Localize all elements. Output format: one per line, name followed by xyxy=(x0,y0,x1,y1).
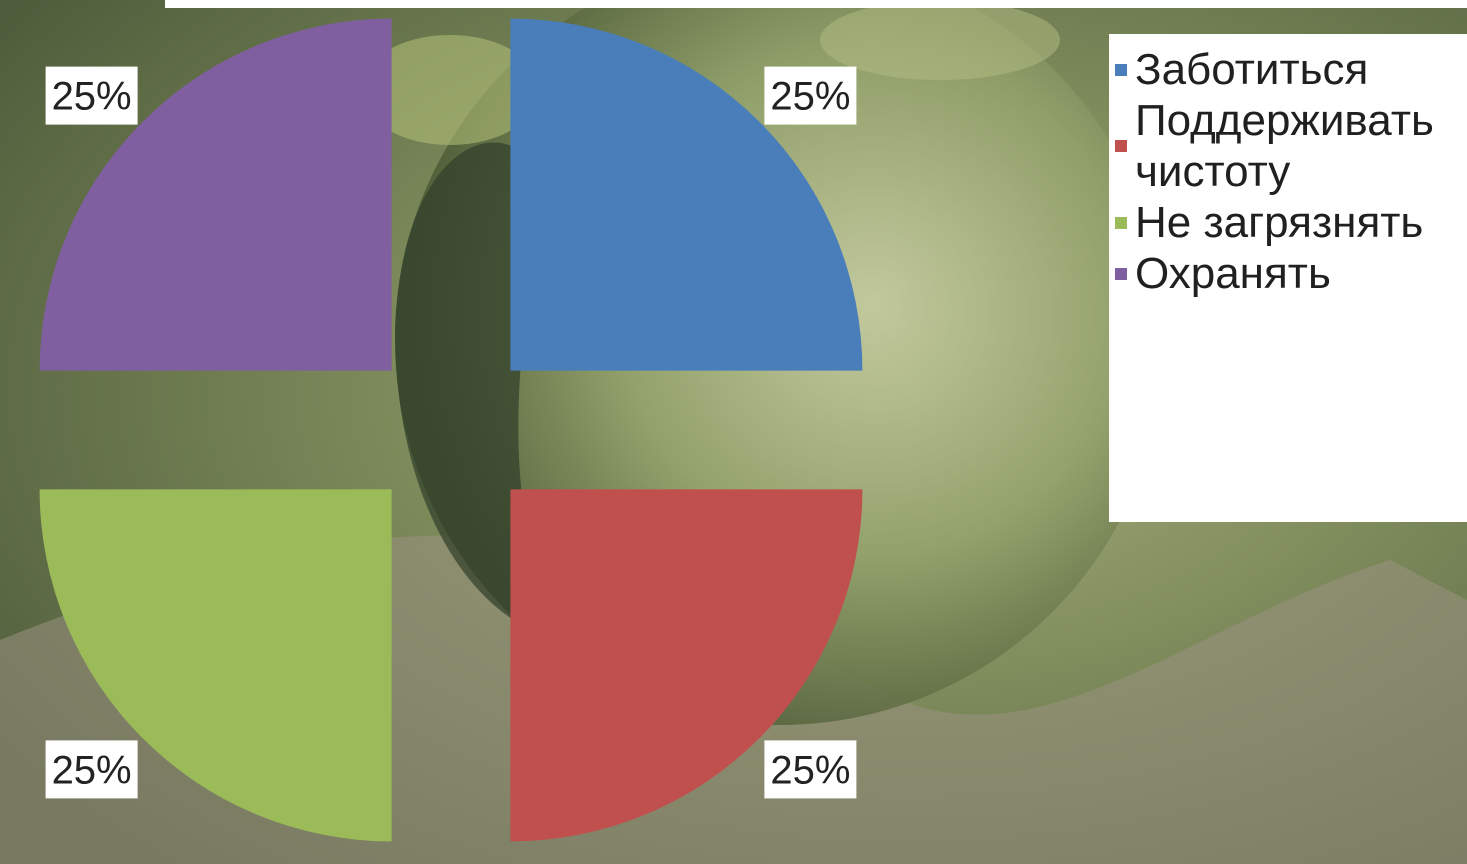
data-labels: 25% 25% 25% 25% xyxy=(45,66,857,799)
data-label-text: 25% xyxy=(770,748,850,792)
legend: Заботиться Поддерживать чистоту Не загря… xyxy=(1109,34,1467,522)
data-label-box xyxy=(45,66,138,125)
pie-slice-zabotitsya xyxy=(510,18,863,371)
legend-item-okhranyat: Охранять xyxy=(1109,248,1467,299)
legend-item-ne-zagryaznyat: Не загрязнять xyxy=(1109,197,1467,248)
legend-label: Заботиться xyxy=(1135,45,1369,94)
data-label-text: 25% xyxy=(52,75,132,119)
legend-item-podderzhivat: Поддерживать чистоту xyxy=(1109,95,1467,197)
legend-swatch-green xyxy=(1115,216,1127,229)
legend-label: Не загрязнять xyxy=(1135,198,1424,247)
data-label-podderzhivat: 25% xyxy=(764,740,857,799)
pie-slice-podderzhivat xyxy=(510,489,863,842)
data-label-box xyxy=(764,740,857,799)
pie-slice-okhranyat xyxy=(39,18,392,371)
data-label-box xyxy=(45,740,138,799)
legend-swatch-blue xyxy=(1115,63,1127,76)
legend-label: Охранять xyxy=(1135,249,1331,298)
data-label-zabotitsya: 25% xyxy=(764,66,857,125)
pie-slice-ne-zagryaznyat xyxy=(39,489,392,842)
title-strip xyxy=(165,0,1467,8)
data-label-okhranyat: 25% xyxy=(45,66,138,125)
data-label-text: 25% xyxy=(52,748,132,792)
pie-slices xyxy=(39,18,863,842)
legend-swatch-purple xyxy=(1115,267,1127,280)
legend-label: Поддерживать чистоту xyxy=(1135,96,1434,196)
data-label-text: 25% xyxy=(770,75,850,119)
data-label-ne-zagryaznyat: 25% xyxy=(45,740,138,799)
data-label-box xyxy=(764,66,857,125)
legend-item-zabotitsya: Заботиться xyxy=(1109,44,1467,95)
legend-swatch-red xyxy=(1115,140,1127,152)
